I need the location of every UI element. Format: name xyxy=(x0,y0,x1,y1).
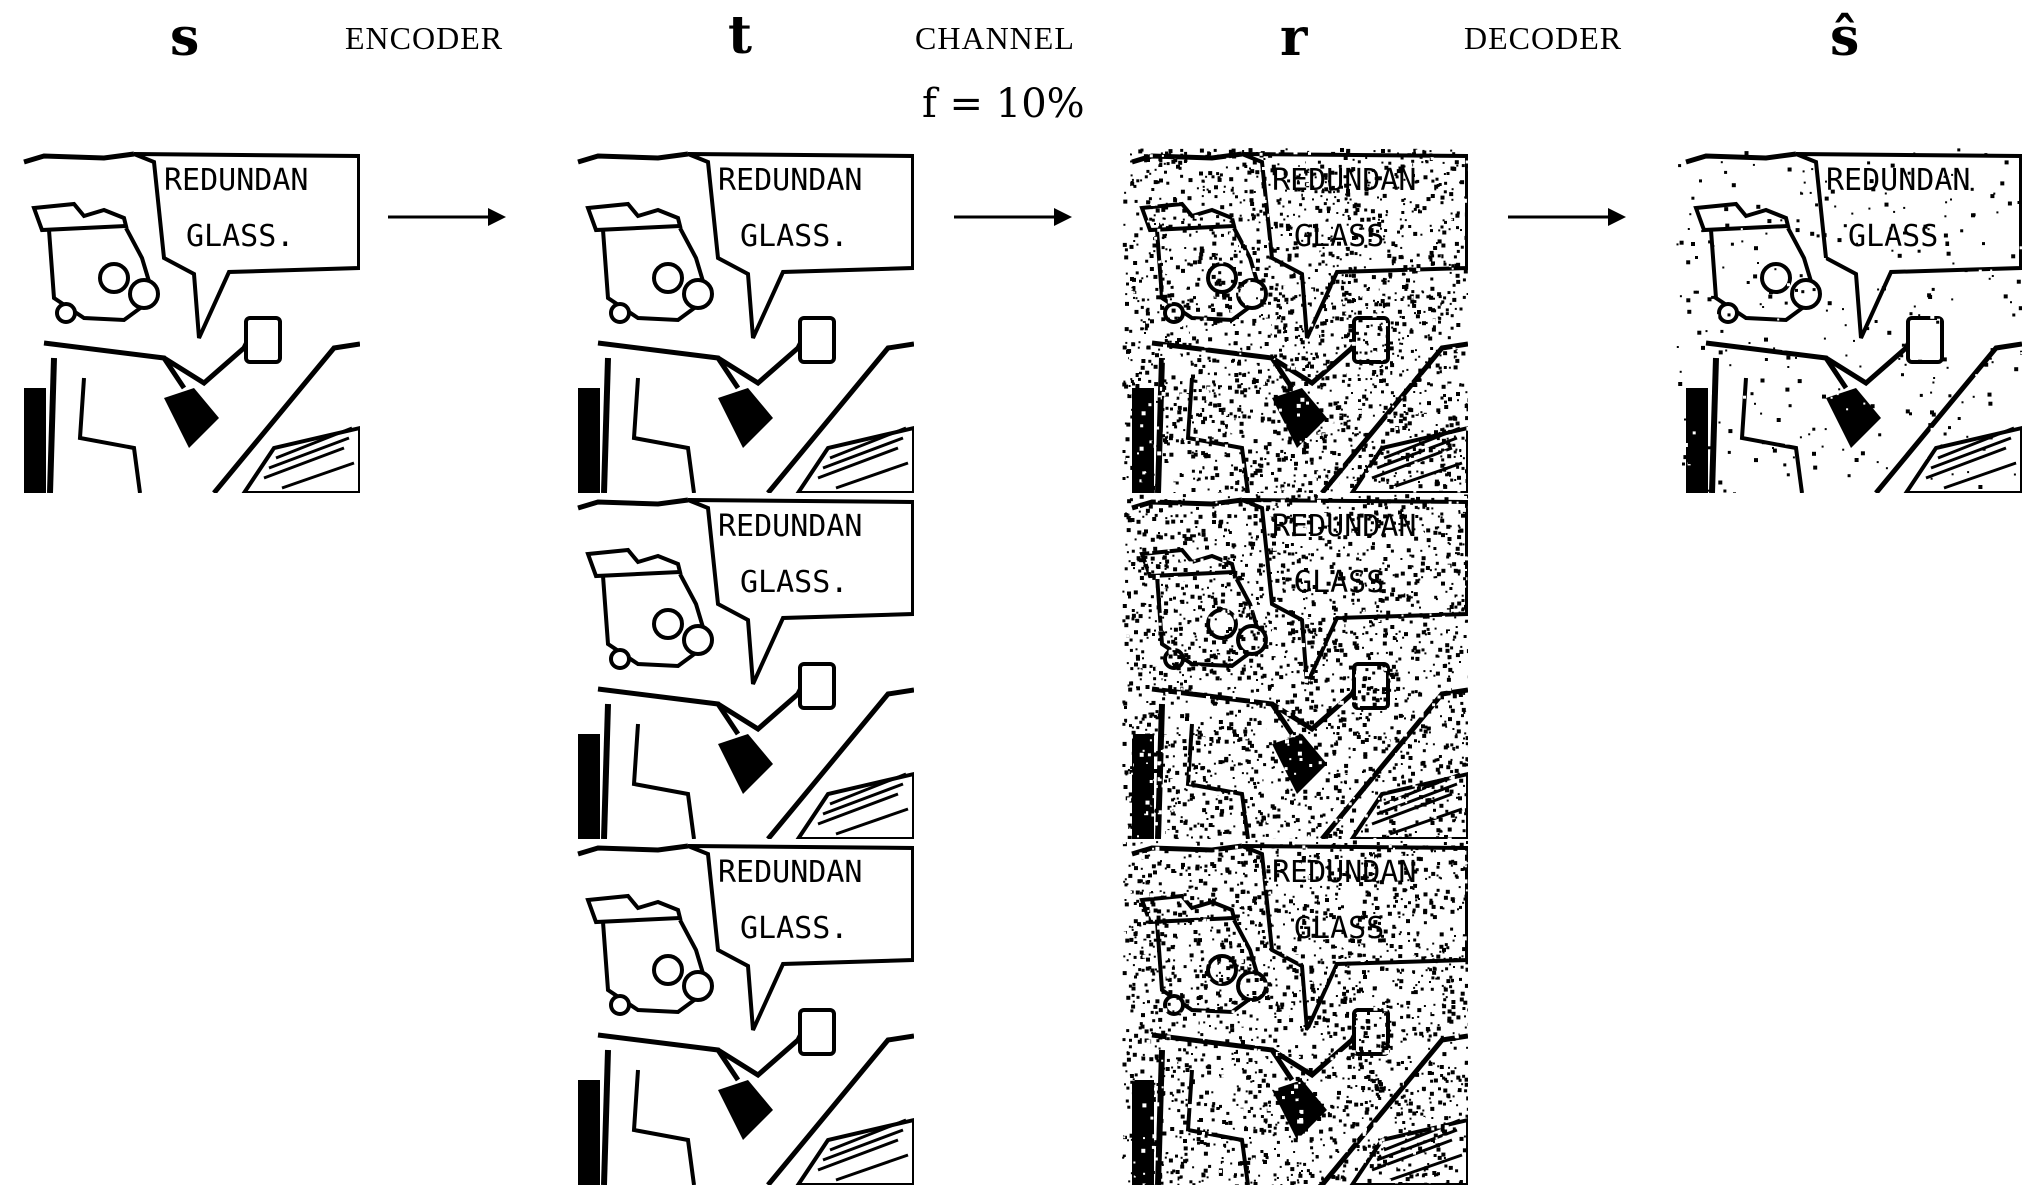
speech-bubble-line-2: GLASS. xyxy=(740,911,849,946)
encoder-label: ENCODER xyxy=(345,20,504,56)
comic-panel-r-3: REDUNDAN GLASS. xyxy=(1122,840,1468,1185)
speech-bubble-line-2: GLASS. xyxy=(1294,911,1403,946)
speech-bubble-line-2: GLASS. xyxy=(186,219,295,254)
comic-drawing xyxy=(1122,840,1468,1185)
comic-panel-t-1: REDUNDAN GLASS. xyxy=(568,148,914,493)
speech-bubble-line-1: REDUNDAN xyxy=(1272,163,1417,198)
comic-drawing xyxy=(1676,148,2022,493)
speech-bubble-line-1: REDUNDAN xyxy=(718,509,863,544)
speech-bubble-line-2: GLASS. xyxy=(1294,219,1403,254)
transmitted-symbol-t: t xyxy=(728,5,753,66)
speech-bubble-line-1: REDUNDAN xyxy=(1272,509,1417,544)
speech-bubble-line-1: REDUNDAN xyxy=(1826,163,1971,198)
comic-drawing xyxy=(23,151,360,493)
comic-drawing xyxy=(577,497,914,839)
decoded-symbol-s-hat: ŝ xyxy=(1830,7,1860,68)
speech-bubble-line-1: REDUNDAN xyxy=(718,163,863,198)
encoder-arrow xyxy=(388,208,506,226)
comic-drawing xyxy=(1122,494,1468,839)
source-symbol-s: s xyxy=(170,7,200,68)
speech-bubble-line-2: GLASS. xyxy=(740,219,849,254)
comic-drawing xyxy=(577,151,914,493)
comic-panel-s_hat-1: REDUNDAN GLASS. xyxy=(1676,148,2022,493)
channel-label: CHANNEL xyxy=(915,20,1075,56)
decoder-label: DECODER xyxy=(1464,20,1623,56)
decoder-arrow xyxy=(1508,208,1626,226)
speech-bubble-line-1: REDUNDAN xyxy=(164,163,309,198)
speech-bubble-line-2: GLASS. xyxy=(740,565,849,600)
comic-panel-s-1: REDUNDAN GLASS. xyxy=(14,148,360,493)
comic-panel-t-2: REDUNDAN GLASS. xyxy=(568,494,914,839)
comic-drawing xyxy=(1122,148,1468,493)
comic-panel-r-2: REDUNDAN GLASS. xyxy=(1122,494,1468,839)
comic-drawing xyxy=(577,843,914,1185)
received-symbol-r: r xyxy=(1280,7,1308,68)
speech-bubble-line-1: REDUNDAN xyxy=(718,855,863,890)
comic-panel-t-3: REDUNDAN GLASS. xyxy=(568,840,914,1185)
comic-panel-r-1: REDUNDAN GLASS. xyxy=(1122,148,1468,493)
speech-bubble-line-1: REDUNDAN xyxy=(1272,855,1417,890)
channel-flip-probability: f = 10% xyxy=(922,81,1085,127)
channel-arrow xyxy=(954,208,1072,226)
speech-bubble-line-2: GLASS. xyxy=(1848,219,1957,254)
speech-bubble-line-2: GLASS. xyxy=(1294,565,1403,600)
